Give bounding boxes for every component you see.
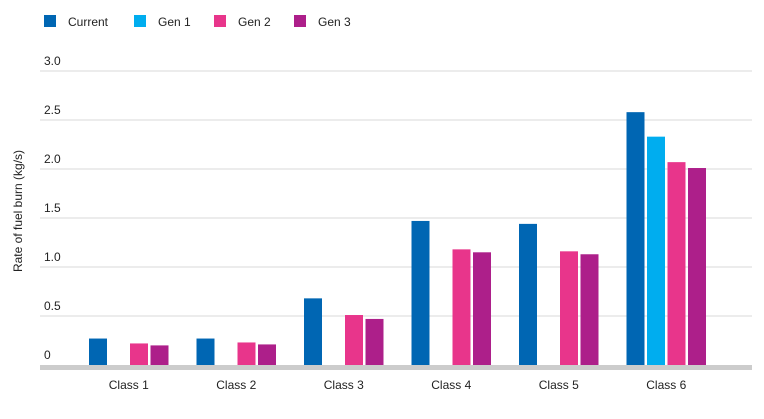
legend-swatch-gen-1 <box>134 15 146 27</box>
x-tick-label: Class 1 <box>109 378 149 392</box>
x-tick-label: Class 2 <box>216 378 256 392</box>
bar-class-1-gen-2 <box>130 343 148 365</box>
x-tick-label: Class 4 <box>431 378 471 392</box>
bar-class-6-gen-3 <box>688 168 706 365</box>
bar-class-3-gen-3 <box>365 318 384 365</box>
y-tick-label: 1.0 <box>44 250 61 264</box>
bars <box>89 112 706 365</box>
bar-class-4-gen-3 <box>473 252 491 365</box>
bar-class-1-gen-3 <box>150 345 169 365</box>
bar-class-1-current <box>89 338 107 365</box>
legend-label-gen-2: Gen 2 <box>238 15 271 29</box>
bar-class-3-gen-2 <box>345 315 363 365</box>
x-tick-label: Class 6 <box>646 378 686 392</box>
x-axis-labels: Class 1 Class 2 Class 3 Class 4 Class 5 Class… <box>109 378 687 392</box>
legend-label-gen-1: Gen 1 <box>158 15 191 29</box>
bar-class-4-gen-2 <box>452 249 471 365</box>
bar-class-3-current <box>304 298 322 365</box>
bar-class-5-gen-2 <box>560 251 578 365</box>
bar-class-2-gen-2 <box>237 342 256 365</box>
bar-class-5-gen-3 <box>580 254 599 365</box>
y-tick-label: 1.5 <box>44 201 61 215</box>
bar-class-2-current <box>196 338 215 365</box>
y-tick-label: 3.0 <box>44 54 61 68</box>
y-axis-ticks: 0 0.5 1.0 1.5 2.0 2.5 3.0 <box>44 54 61 362</box>
bar-class-4-current <box>411 220 430 365</box>
y-tick-label: 0 <box>44 348 51 362</box>
y-tick-label: 2.5 <box>44 103 61 117</box>
y-tick-label: 0.5 <box>44 299 61 313</box>
gridlines <box>40 70 752 317</box>
bar-class-5-current <box>519 223 537 365</box>
legend-swatch-current <box>44 15 56 27</box>
legend-label-gen-3: Gen 3 <box>318 15 351 29</box>
legend-swatch-gen-3 <box>294 15 306 27</box>
bar-class-6-current <box>626 112 645 365</box>
bar-class-2-gen-3 <box>258 344 276 365</box>
x-tick-label: Class 5 <box>539 378 579 392</box>
y-axis-title: Rate of fuel burn (kg/s) <box>11 150 25 272</box>
legend: Current Gen 1 Gen 2 Gen 3 <box>44 15 351 29</box>
x-axis-baseline <box>40 365 752 370</box>
x-tick-label: Class 3 <box>324 378 364 392</box>
bar-class-6-gen-2 <box>667 162 686 365</box>
legend-swatch-gen-2 <box>214 15 226 27</box>
bar-class-6-gen-1 <box>647 136 665 365</box>
legend-label-current: Current <box>68 15 109 29</box>
y-tick-label: 2.0 <box>44 152 61 166</box>
